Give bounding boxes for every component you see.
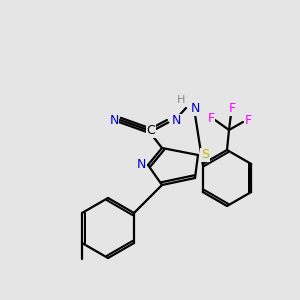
Text: F: F <box>228 103 236 116</box>
Text: S: S <box>201 148 209 161</box>
Text: C: C <box>147 124 155 137</box>
Text: H: H <box>177 95 185 105</box>
Text: N: N <box>191 103 200 116</box>
Text: F: F <box>207 112 214 124</box>
Text: F: F <box>244 113 252 127</box>
Text: N: N <box>136 158 146 172</box>
Text: N: N <box>172 115 182 128</box>
Text: N: N <box>109 115 119 128</box>
